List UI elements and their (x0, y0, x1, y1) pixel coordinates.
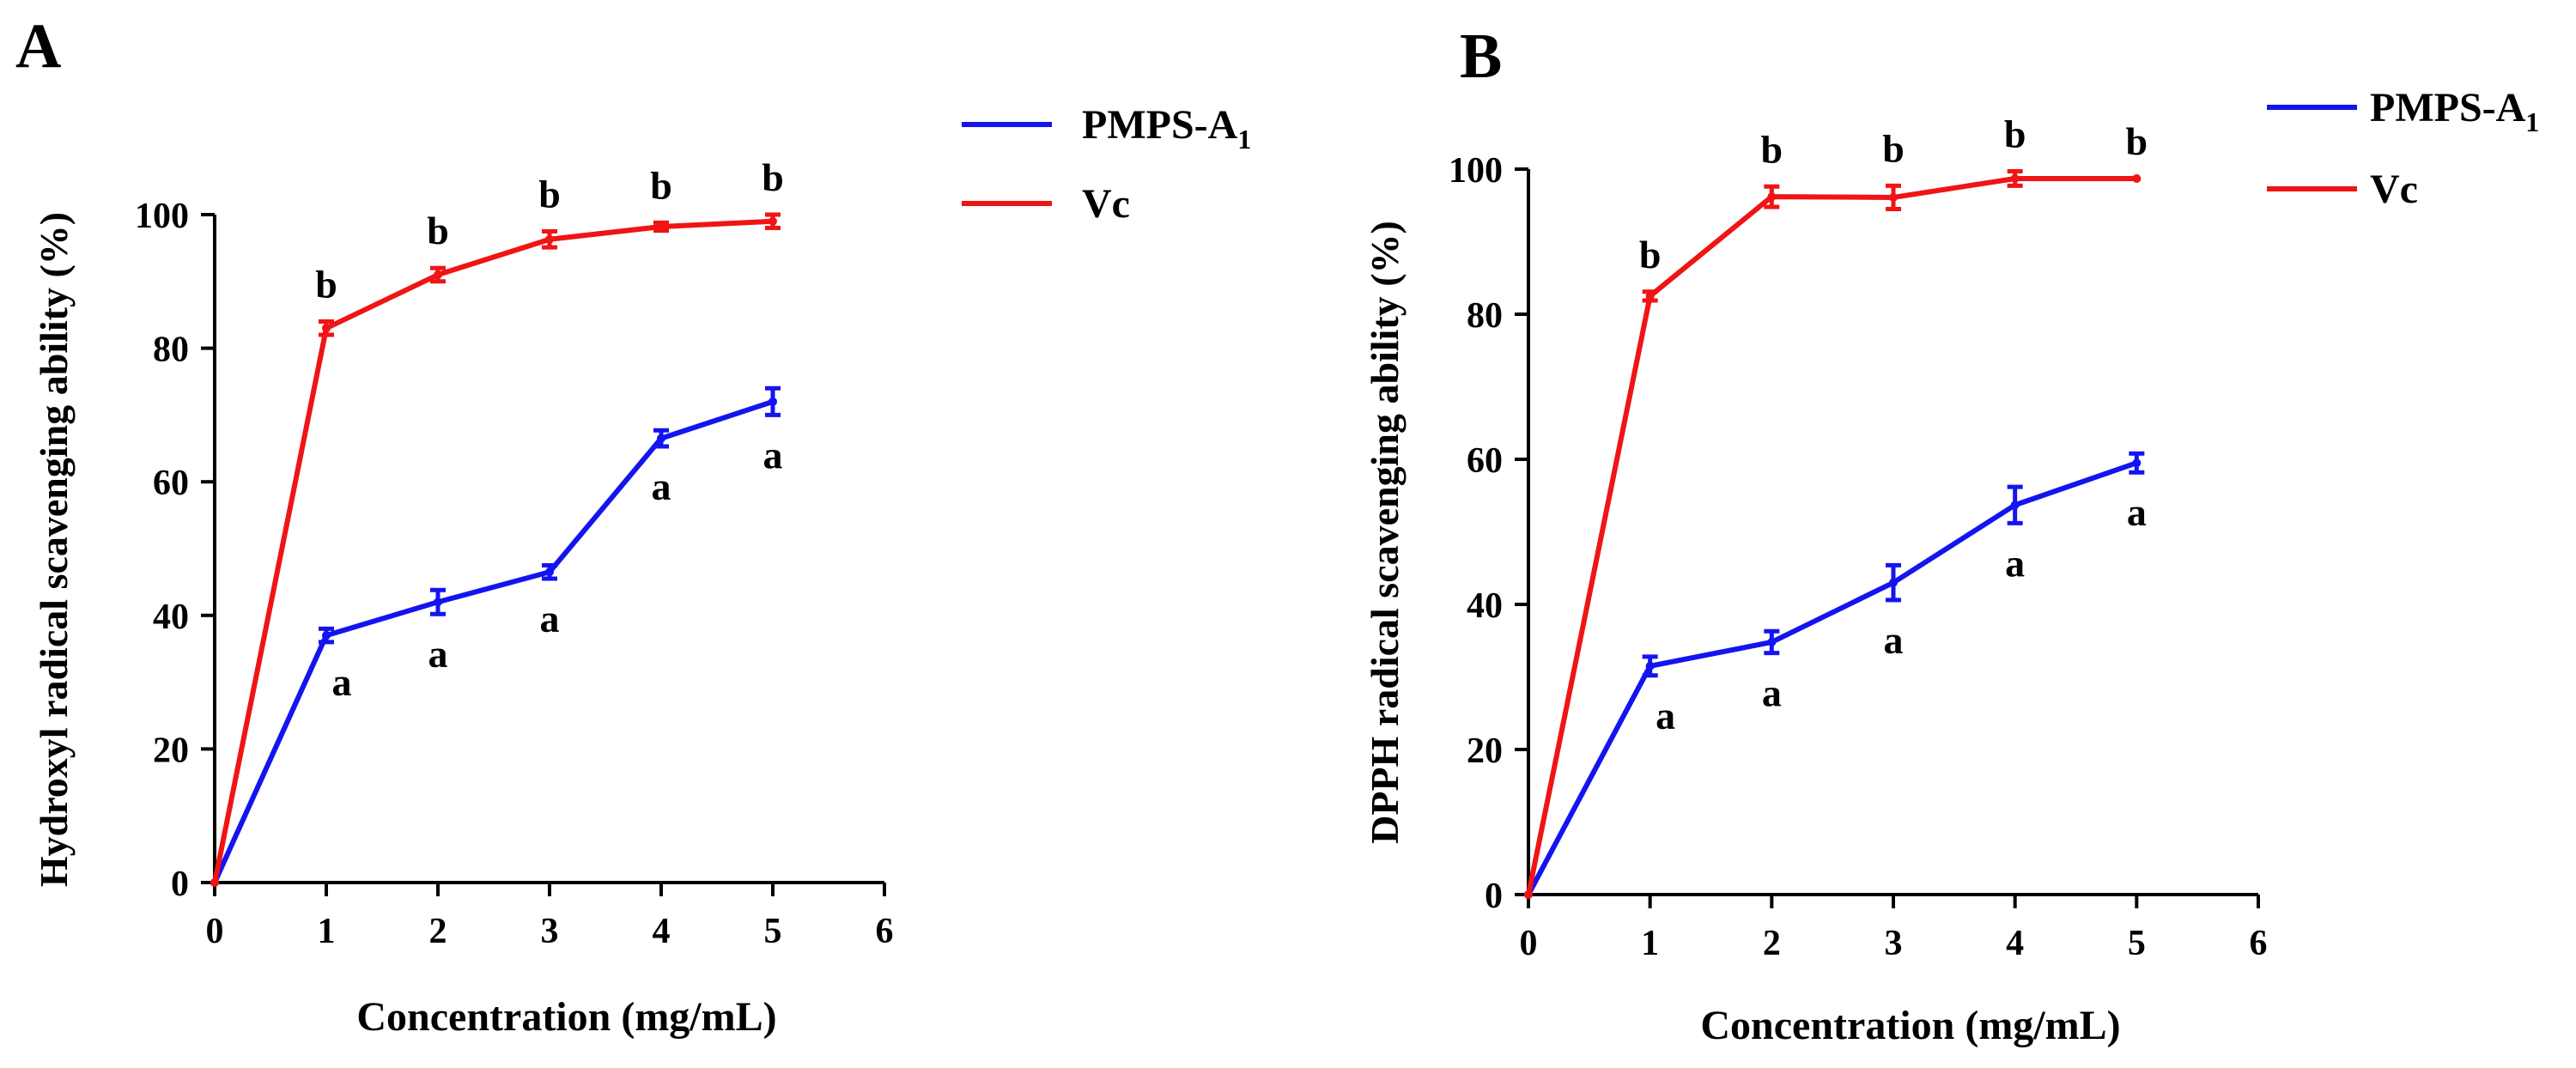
x-tick-label: 0 (206, 912, 224, 951)
data-point (434, 598, 442, 607)
significance-letter: a (2127, 490, 2147, 534)
y-tick-label: 20 (153, 731, 189, 770)
x-tick-label: 4 (2006, 924, 2024, 963)
series-line (1526, 460, 2138, 896)
panel-label: A (15, 11, 61, 82)
significance-letter: b (762, 155, 784, 199)
x-axis-label: Concentration (mg/mL) (356, 994, 776, 1040)
y-tick-label: 0 (1485, 877, 1503, 916)
y-tick-label: 100 (135, 197, 189, 236)
x-tick-label: 3 (541, 912, 559, 951)
significance-letter: a (763, 433, 783, 476)
data-point (1524, 890, 1533, 899)
data-point (1767, 192, 1777, 202)
data-point (1889, 192, 1898, 202)
significance-letter: b (650, 163, 672, 207)
y-tick-label: 80 (1467, 296, 1503, 336)
significance-letter: b (1761, 127, 1783, 171)
y-axis-label: Hydroxyl radical scavenging ability (%) (32, 212, 76, 887)
y-axis-label: DPPH radical scavenging ability (%) (1363, 221, 1406, 844)
data-point (769, 397, 777, 406)
series-pmps-a1: a a a a a (1524, 451, 2147, 899)
data-point (1645, 661, 1655, 671)
data-point (2132, 458, 2142, 468)
y-tick-label: 0 (171, 865, 189, 904)
significance-letter: a (332, 660, 352, 704)
series-pmps-a1: a a a a a (210, 385, 783, 887)
x-tick-label: 2 (429, 912, 447, 951)
data-point (545, 567, 554, 577)
significance-letter: a (1656, 694, 1675, 737)
y-tick-label: 100 (1449, 151, 1503, 191)
data-point (2132, 173, 2142, 183)
legend-label-subscript: 1 (2525, 106, 2539, 137)
y-tick-label: 60 (153, 464, 189, 503)
data-point (545, 234, 554, 244)
series-line (1526, 175, 2137, 895)
legend-label-text: PMPS-A (2370, 85, 2526, 130)
series-line (212, 398, 774, 884)
y-tick-label: 20 (1467, 731, 1503, 771)
data-point (322, 631, 331, 640)
x-tick-label: 4 (653, 912, 671, 951)
data-point (434, 270, 442, 280)
significance-letter: b (315, 262, 337, 306)
legend-label-subscript: 1 (1237, 124, 1251, 155)
series-vc: b b b b b (1524, 112, 2148, 899)
significance-letter: b (427, 209, 449, 252)
x-tick-label: 1 (1641, 924, 1659, 963)
significance-letter: b (2004, 112, 2026, 156)
x-tick-label: 3 (1885, 924, 1903, 963)
data-point (2010, 173, 2020, 183)
y-tick-label: 80 (153, 331, 189, 370)
legend-label: PMPS-A1 (2370, 85, 2539, 137)
significance-letter: a (1762, 671, 1782, 715)
x-tick-label: 6 (876, 912, 894, 951)
significance-letter: b (1882, 126, 1905, 170)
x-tick-label: 1 (318, 912, 336, 951)
y-tick-label: 40 (1467, 586, 1503, 626)
legend: PMPS-A1 Vc (962, 102, 1251, 227)
series-vc: b b b b b (210, 155, 784, 887)
y-tick-label: 40 (153, 598, 189, 637)
significance-letter: a (428, 632, 448, 676)
x-tick-label: 5 (764, 912, 782, 951)
legend-label-text: PMPS-A (1082, 102, 1238, 148)
legend-label: PMPS-A1 (1082, 102, 1251, 155)
data-point (657, 222, 665, 232)
y-tick-label: 60 (1467, 441, 1503, 481)
x-tick-label: 0 (1520, 924, 1538, 963)
data-point (1645, 291, 1655, 300)
data-point (210, 878, 219, 887)
significance-letter: a (1884, 618, 1904, 662)
significance-letter: b (1639, 233, 1662, 276)
x-tick-label: 5 (2128, 924, 2146, 963)
x-tick-label: 2 (1763, 924, 1781, 963)
significance-letter: a (652, 464, 671, 508)
legend: PMPS-A1 Vc (2267, 85, 2539, 212)
data-point (657, 434, 665, 443)
data-point (322, 324, 331, 333)
x-tick-label: 6 (2250, 924, 2268, 963)
data-point (769, 216, 777, 226)
legend-label-text: Vc (2370, 167, 2418, 212)
legend-label: Vc (2370, 167, 2418, 212)
significance-letter: b (2126, 119, 2148, 163)
legend-label: Vc (1082, 181, 1130, 227)
data-point (1889, 578, 1898, 587)
series-line (212, 218, 774, 883)
x-axis-label: Concentration (mg/mL) (1700, 1003, 2120, 1048)
panel-label: B (1460, 21, 1502, 92)
legend-label-text: Vc (1082, 181, 1130, 227)
data-point (2010, 501, 2020, 510)
significance-letter: a (2005, 541, 2025, 585)
significance-letter: a (540, 597, 560, 640)
significance-letter: b (538, 172, 561, 215)
data-point (1767, 637, 1777, 646)
